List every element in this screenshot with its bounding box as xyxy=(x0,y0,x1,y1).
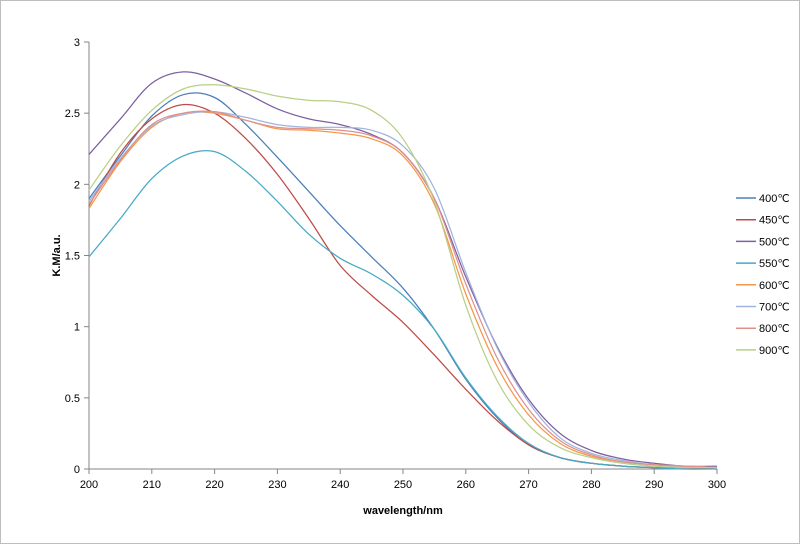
x-tick-label: 300 xyxy=(708,479,726,491)
x-tick-label: 250 xyxy=(394,479,412,491)
x-tick-label: 210 xyxy=(143,479,161,491)
y-axis-title: K.M/a.u. xyxy=(51,234,63,276)
y-tick-label: 1 xyxy=(74,322,80,334)
y-tick-label: 0 xyxy=(74,464,80,476)
series-line-550℃ xyxy=(88,149,718,470)
x-tick-label: 280 xyxy=(582,479,600,491)
legend: 400℃ 450℃ 500℃ 550℃ 600℃ 700℃ 800℃ 900℃ xyxy=(736,193,790,357)
legend-entry-label: 550℃ xyxy=(759,258,790,270)
series-line-400℃ xyxy=(88,92,718,470)
y-tick-label: 0.5 xyxy=(65,393,80,405)
legend-entry-label: 500℃ xyxy=(759,236,790,248)
x-tick-label: 290 xyxy=(645,479,663,491)
x-tick-label: 260 xyxy=(457,479,475,491)
series-line-700℃ xyxy=(88,110,718,469)
axes xyxy=(84,41,718,474)
series-lines xyxy=(88,71,718,470)
x-axis-title: wavelength/nm xyxy=(362,505,443,517)
x-tick-label: 200 xyxy=(80,479,98,491)
x-tick-label: 270 xyxy=(519,479,537,491)
y-tick-label: 2.5 xyxy=(65,108,80,120)
legend-entry-label: 600℃ xyxy=(759,280,790,292)
series-line-900℃ xyxy=(88,84,718,469)
series-line-450℃ xyxy=(88,103,718,470)
series-line-500℃ xyxy=(88,71,718,468)
series-line-600℃ xyxy=(88,111,718,469)
tick-labels: 200 210 220 230 240 250 260 270 280 290 300 0 0.5 1 1.… xyxy=(65,37,726,491)
legend-entry-label: 700℃ xyxy=(759,302,790,314)
x-tick-label: 240 xyxy=(331,479,349,491)
legend-entry-label: 900℃ xyxy=(759,345,790,357)
y-tick-label: 1.5 xyxy=(65,251,80,263)
y-tick-label: 3 xyxy=(74,37,80,49)
legend-entry-label: 400℃ xyxy=(759,193,790,205)
series-line-800℃ xyxy=(88,110,718,469)
x-tick-label: 220 xyxy=(205,479,223,491)
y-tick-label: 2 xyxy=(74,179,80,191)
x-tick-label: 230 xyxy=(268,479,286,491)
legend-entry-label: 800℃ xyxy=(759,323,790,335)
legend-entry-label: 450℃ xyxy=(759,215,790,227)
